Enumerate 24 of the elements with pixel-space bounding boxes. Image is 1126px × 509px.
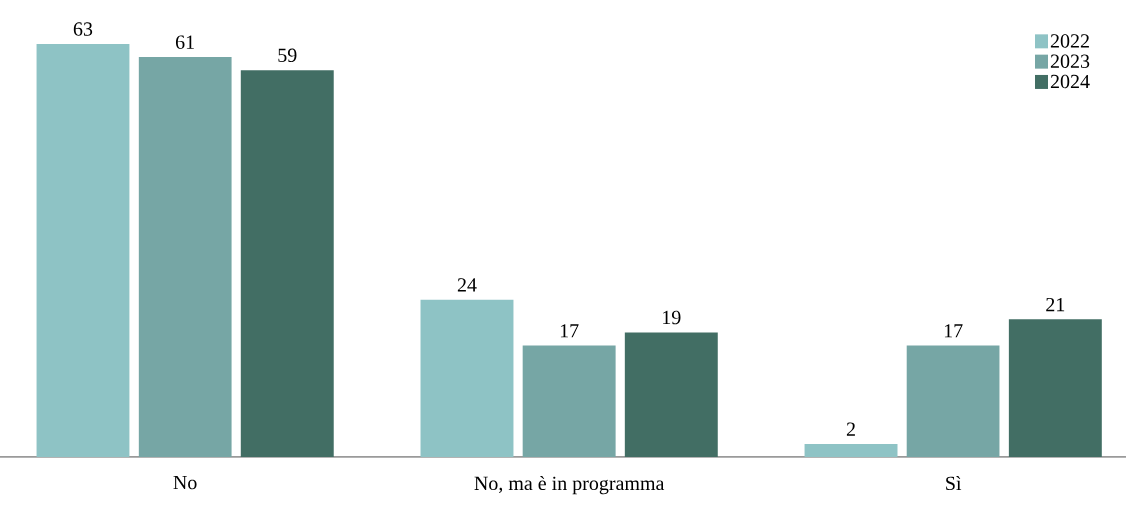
- bar: [138, 57, 232, 457]
- data-label: 63: [73, 22, 93, 36]
- x-tick-label: Sì: [946, 476, 962, 491]
- data-label: 61: [175, 35, 194, 49]
- bar: [240, 70, 334, 457]
- legend-label: 2024: [1050, 74, 1090, 89]
- x-tick-label: No: [173, 476, 197, 490]
- data-label: 21: [1046, 297, 1065, 312]
- data-label: 24: [457, 278, 477, 292]
- data-label: 59: [278, 48, 297, 63]
- legend-label: 2023: [1050, 54, 1090, 68]
- bar: [906, 345, 1000, 457]
- data-label: 2: [846, 422, 855, 436]
- bar: [36, 44, 130, 457]
- legend-label: 2022: [1050, 34, 1089, 48]
- bar: [1008, 319, 1102, 457]
- bar: [420, 299, 514, 457]
- data-label: 17: [560, 324, 579, 338]
- data-label: 19: [663, 310, 681, 325]
- bar: [624, 332, 718, 457]
- bar: [522, 345, 616, 457]
- data-label: 17: [944, 324, 963, 338]
- bar: [804, 443, 898, 457]
- x-tick-label: No, ma è in programma: [474, 476, 665, 495]
